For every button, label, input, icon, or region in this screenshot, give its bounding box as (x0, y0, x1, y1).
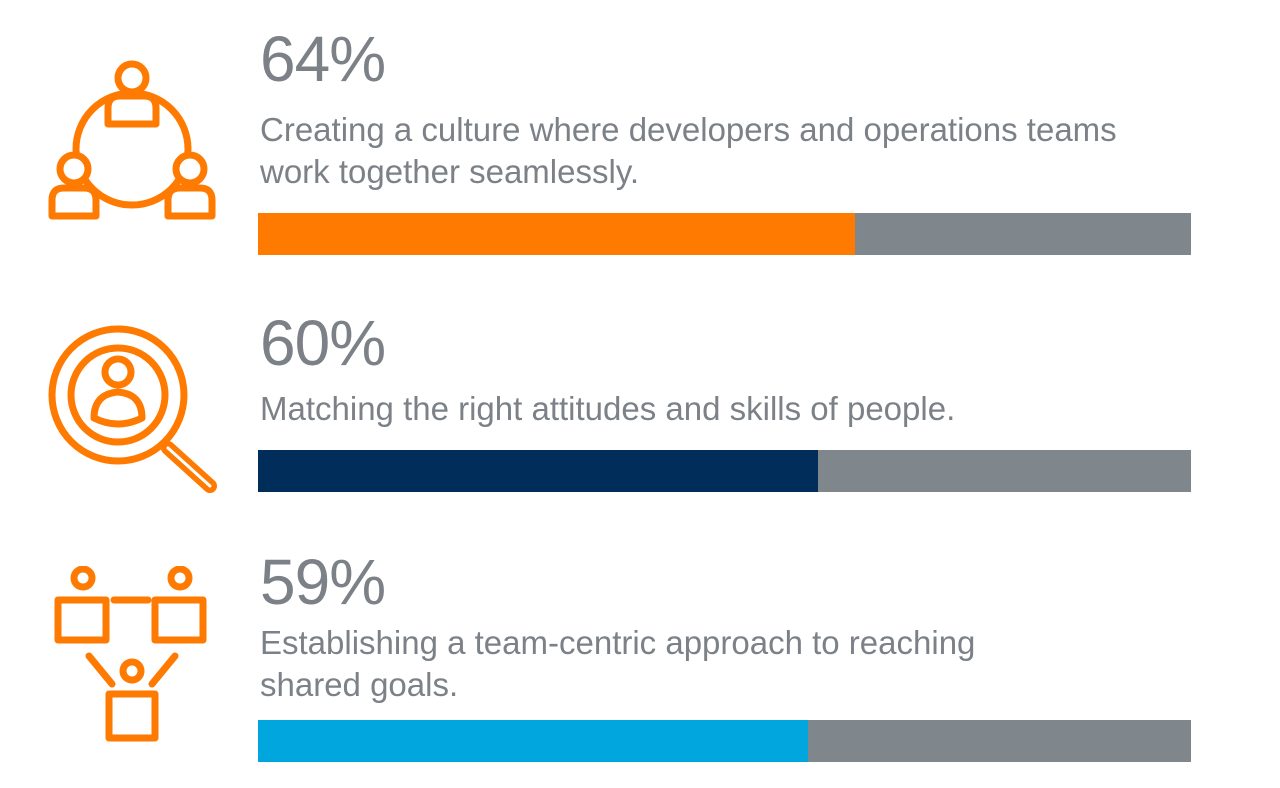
stat-2-bar-track (258, 450, 1191, 492)
stat-row-1: 64% Creating a culture where developers … (0, 0, 1280, 260)
stat-1-value: 64% (260, 23, 386, 95)
magnifier-person-icon (48, 325, 217, 493)
stat-row-2: 60% Matching the right attitudes and ski… (0, 300, 1280, 500)
stat-2-bar-fill (258, 450, 818, 492)
stat-row-3: 59% Establishing a team-centric approach… (0, 540, 1280, 770)
stat-3-description: Establishing a team-centric approach to … (260, 624, 976, 703)
stat-3-value: 59% (260, 546, 386, 618)
stat-2-description: Matching the right attitudes and skills … (260, 390, 956, 427)
stat-3-bar-fill (258, 720, 809, 762)
stat-2-value: 60% (260, 307, 386, 379)
stat-1-description: Creating a culture where developers and … (260, 111, 1117, 190)
team-connection-icon (54, 566, 207, 742)
stat-1-bar-track (258, 213, 1191, 255)
stat-3-bar-track (258, 720, 1191, 762)
stat-1-bar-fill (258, 213, 856, 255)
team-circle-icon (48, 60, 216, 220)
